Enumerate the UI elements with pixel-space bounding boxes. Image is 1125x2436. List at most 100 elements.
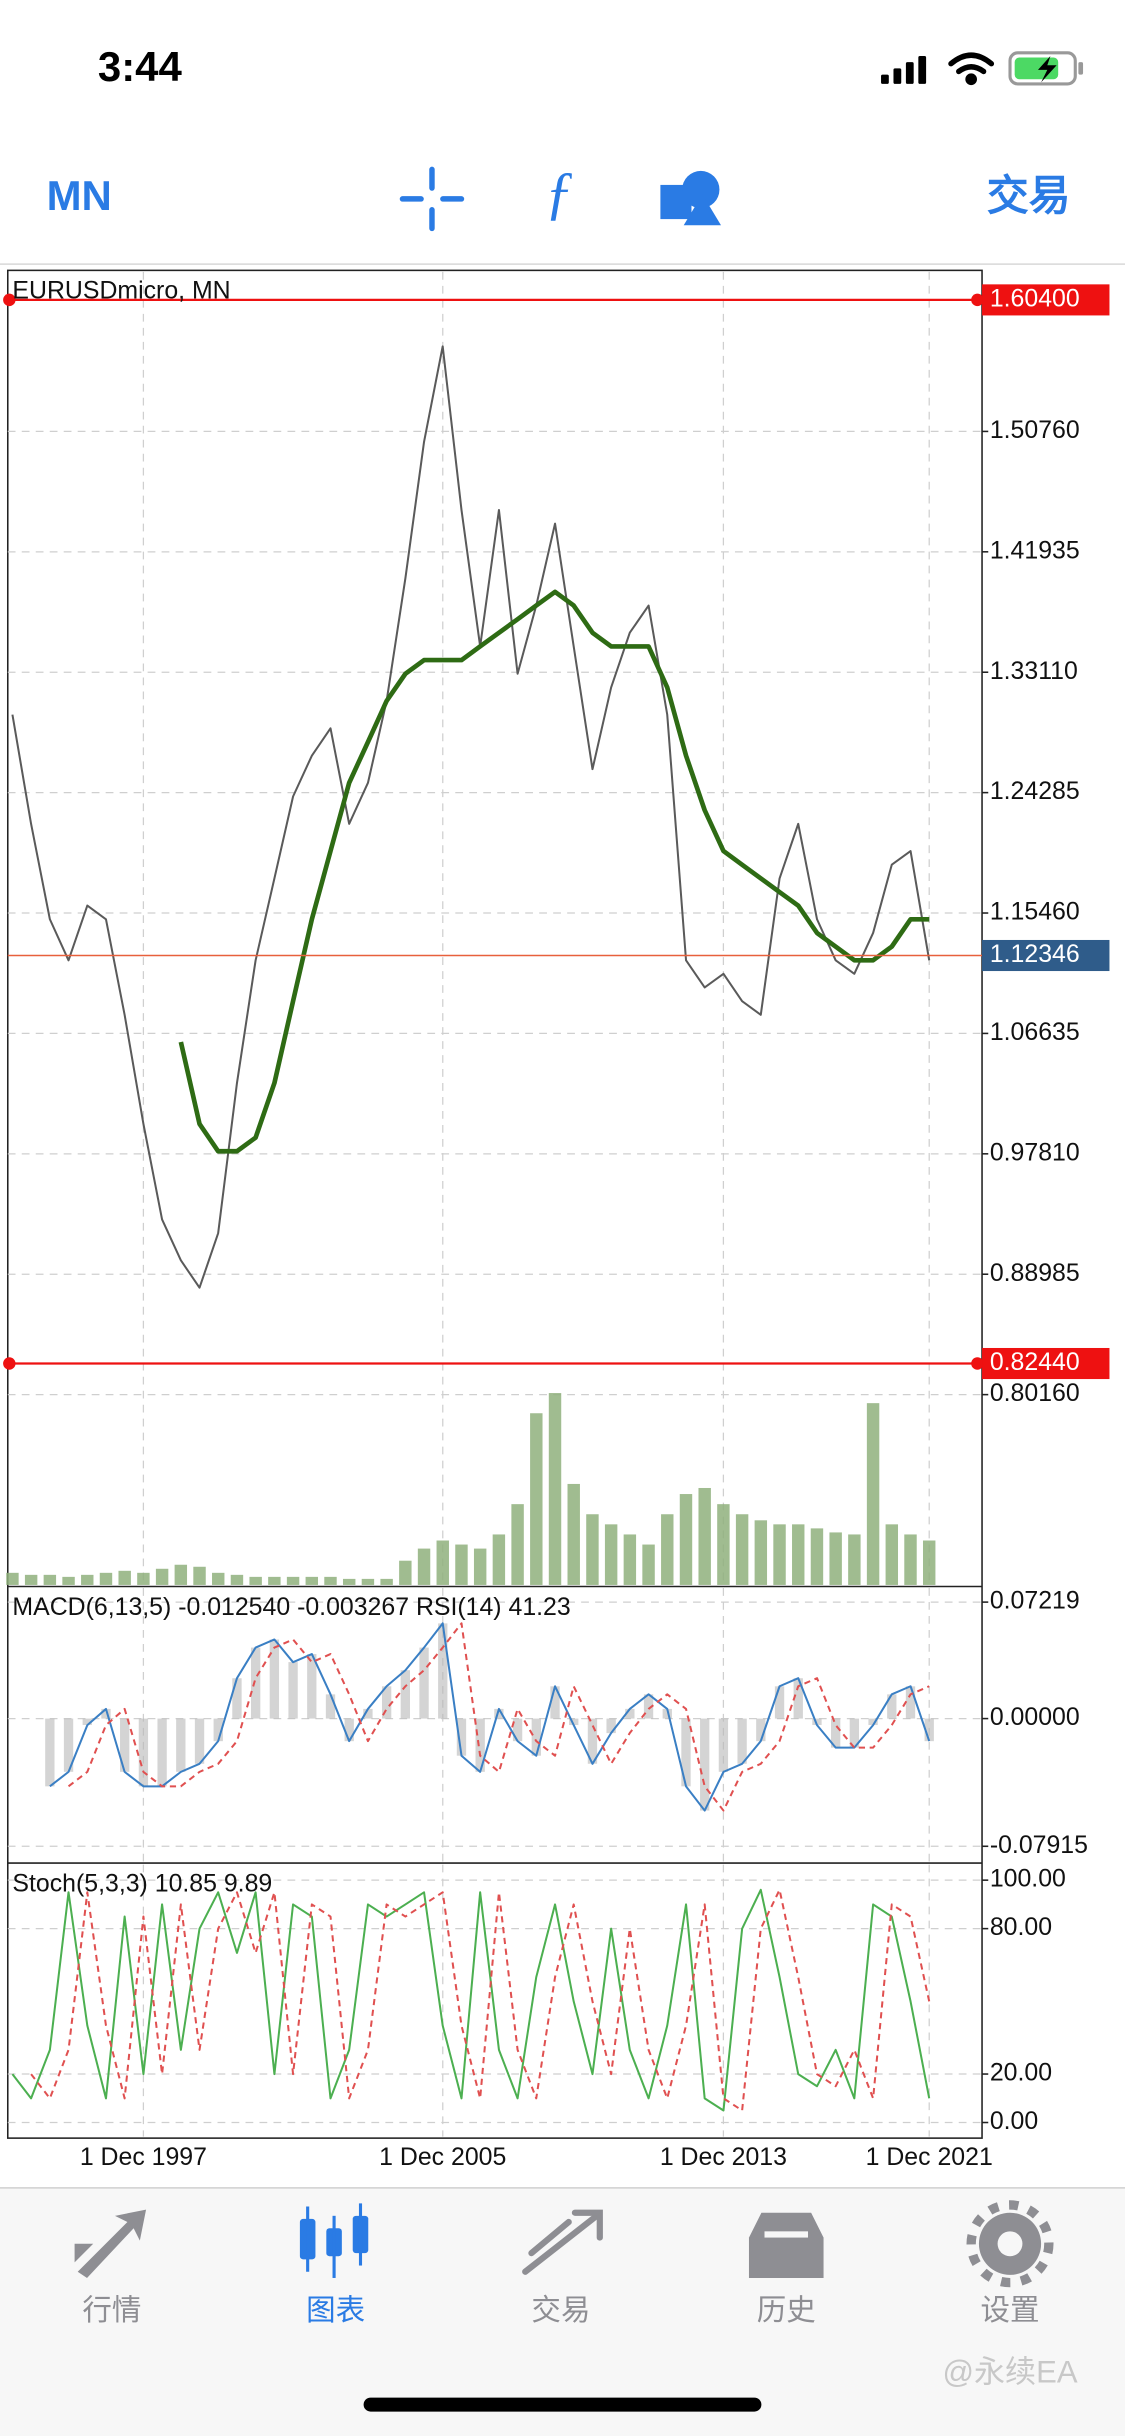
- y-tick-label: 0.88985: [990, 1259, 1080, 1287]
- histogram-bar: [868, 1718, 878, 1726]
- y-tick-label: 0.80160: [990, 1379, 1080, 1407]
- volume-bar: [492, 1534, 506, 1585]
- panel-title: Stoch(5,3,3) 10.85 9.89: [12, 1869, 272, 1897]
- volume-bar: [399, 1560, 412, 1585]
- volume-bar: [623, 1534, 637, 1585]
- indicator-button[interactable]: ƒ: [545, 159, 575, 225]
- chart-icon[interactable]: [299, 2203, 369, 2278]
- level-handle: [3, 293, 16, 307]
- histogram-bar: [924, 1718, 934, 1742]
- histogram-bar: [849, 1718, 860, 1748]
- home-indicator: [363, 2397, 762, 2412]
- series-line: [178, 589, 930, 1154]
- x-tick-label: 1 Dec 1997: [80, 2143, 207, 2171]
- histogram-bar: [475, 1718, 485, 1772]
- volume-bar: [810, 1528, 824, 1585]
- chart: 1 Dec 1997 1 Dec 2005 1 Dec 2013 1 Dec 2021…: [3, 271, 1110, 2171]
- histogram-bar: [176, 1718, 186, 1772]
- current-price-box: [982, 939, 1110, 972]
- trade-icon[interactable]: [522, 2209, 603, 2275]
- histogram-bar: [120, 1718, 130, 1772]
- tab-label[interactable]: 设置: [980, 2294, 1039, 2327]
- tab-label[interactable]: 行情: [82, 2294, 141, 2327]
- histogram-bar: [887, 1694, 897, 1719]
- y-tick-label: -0.07915: [990, 1831, 1088, 1859]
- y-tick-label: 1.06635: [990, 1018, 1080, 1046]
- y-tick-label: 1.24285: [990, 777, 1080, 805]
- volume-bar: [679, 1494, 693, 1585]
- level-handle: [971, 293, 984, 307]
- series-line: [67, 1622, 930, 1812]
- histogram-bar: [700, 1718, 710, 1811]
- volume-bar: [530, 1413, 543, 1585]
- volume-bar: [6, 1572, 19, 1585]
- y-tick-label: 1.33110: [990, 657, 1078, 685]
- histogram-bar: [718, 1718, 729, 1772]
- volume-bar: [193, 1566, 206, 1585]
- series-line: [11, 1888, 931, 2112]
- volume-bar: [604, 1524, 618, 1585]
- volume-bar: [81, 1574, 94, 1585]
- volume-bar: [792, 1524, 805, 1585]
- volume-bar: [455, 1544, 468, 1585]
- volume-bar: [230, 1574, 244, 1585]
- volume-bar: [305, 1576, 319, 1585]
- histogram-bar: [363, 1708, 373, 1719]
- histogram-bar: [63, 1718, 74, 1772]
- volume-bar: [586, 1514, 599, 1585]
- volume-bar: [922, 1540, 936, 1585]
- tab-label[interactable]: 历史: [757, 2294, 816, 2327]
- volume-bar: [24, 1574, 38, 1585]
- volume-bar: [380, 1578, 393, 1585]
- volume-bar: [286, 1576, 300, 1585]
- histogram-bar: [45, 1718, 55, 1787]
- settings-icon[interactable]: [966, 2200, 1054, 2288]
- tab-label[interactable]: 图表: [306, 2294, 365, 2327]
- histogram-bar: [82, 1718, 92, 1726]
- quotes-icon[interactable]: [74, 2209, 147, 2278]
- volume-bar: [62, 1576, 75, 1585]
- volume-bar: [735, 1514, 749, 1585]
- crosshair-button[interactable]: [399, 166, 465, 232]
- volume-bar: [885, 1524, 899, 1585]
- volume-bar: [137, 1572, 150, 1585]
- histogram-bar: [157, 1718, 167, 1787]
- level-label: 0.82440: [990, 1348, 1080, 1376]
- signal-icon: [881, 55, 927, 84]
- history-icon[interactable]: [748, 2212, 824, 2278]
- histogram-bar: [569, 1718, 579, 1726]
- histogram-bar: [438, 1623, 448, 1719]
- histogram-bar: [325, 1694, 336, 1719]
- trade-button[interactable]: 交易: [987, 172, 1071, 219]
- y-tick-label: 0.07219: [990, 1587, 1080, 1615]
- volume-bar: [174, 1564, 188, 1585]
- tab-icons: [74, 2200, 1054, 2288]
- x-tick-label: 1 Dec 2021: [866, 2143, 993, 2171]
- volume-bar: [212, 1572, 225, 1585]
- objects-button[interactable]: [660, 170, 721, 226]
- histogram-bar: [400, 1670, 410, 1719]
- histogram-bar: [606, 1718, 616, 1734]
- histogram-bar: [250, 1647, 261, 1719]
- period-button[interactable]: MN: [47, 172, 112, 219]
- histogram-bar: [643, 1694, 654, 1719]
- level-handle: [3, 1357, 16, 1370]
- tab-label[interactable]: 交易: [531, 2294, 590, 2327]
- histogram-bar: [381, 1686, 392, 1719]
- histogram-bar: [213, 1718, 223, 1742]
- histogram-bar: [587, 1718, 598, 1764]
- histogram-bar: [288, 1662, 298, 1719]
- histogram-bar: [831, 1718, 841, 1748]
- histogram-bar: [625, 1708, 635, 1719]
- series-line: [49, 1622, 931, 1812]
- volume-bar: [43, 1574, 57, 1585]
- histogram-bar: [494, 1708, 504, 1719]
- status-time: 3:44: [98, 43, 183, 90]
- level-handle: [971, 1357, 984, 1370]
- watermark: @永续EA: [942, 2355, 1077, 2390]
- histogram-bar: [774, 1686, 785, 1719]
- y-tick-label: 100.00: [990, 1865, 1066, 1893]
- histogram-bar: [512, 1718, 523, 1742]
- series-line: [30, 1888, 931, 2112]
